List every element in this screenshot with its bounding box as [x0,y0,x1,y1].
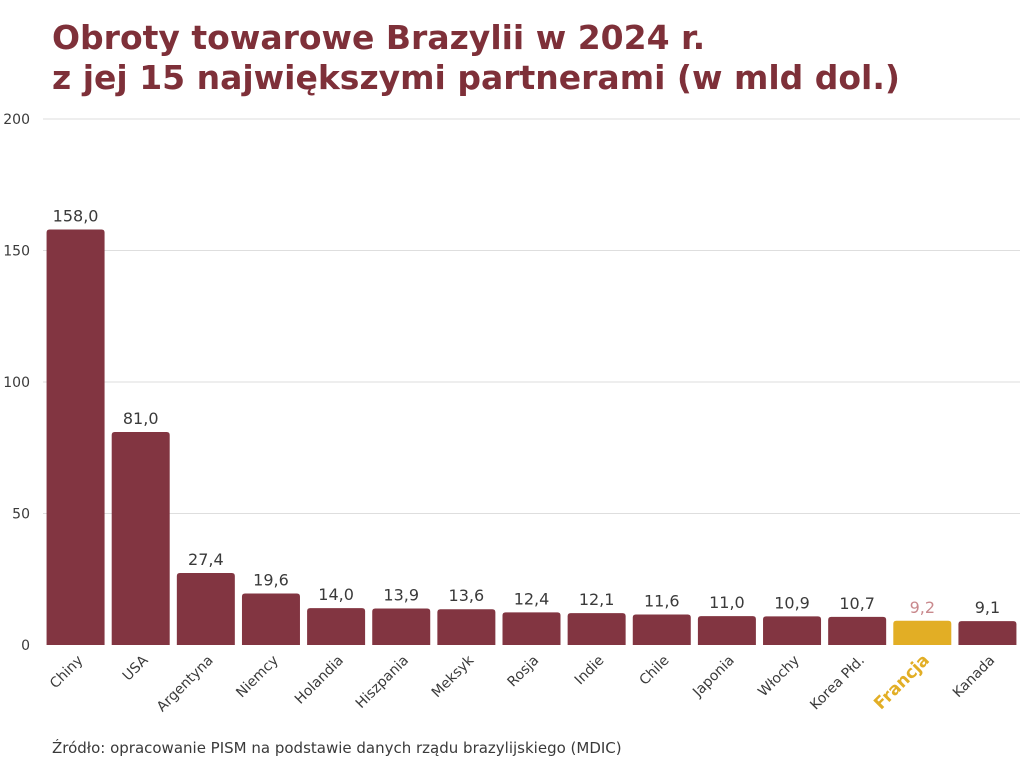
x-tick-label: Argentyna [154,653,217,716]
x-tick-label: Holandia [292,653,347,708]
data-label: 9,1 [975,598,1000,617]
y-tick-label: 200 [3,112,30,128]
bar [46,229,105,645]
x-tick-label: Francja [870,650,934,714]
bar [697,616,756,645]
bar [241,593,300,645]
x-tick-label: Chile [636,653,672,689]
data-label: 27,4 [188,550,224,569]
x-tick-label: Korea Płd. [807,653,868,714]
data-label: 14,0 [318,585,354,604]
x-tick-label: Kanada [950,653,998,701]
data-label: 158,0 [53,206,99,225]
data-label: 13,9 [383,585,419,604]
data-label: 13,6 [449,586,485,605]
bar [307,608,366,645]
bar [828,616,887,645]
data-label: 10,9 [774,593,810,612]
data-label: 12,1 [579,590,615,609]
y-tick-label: 150 [3,244,30,260]
bar [567,613,626,645]
data-label: 12,4 [514,589,550,608]
bar [893,620,952,645]
data-label: 81,0 [123,409,159,428]
data-label: 9,2 [910,598,935,617]
data-label: 19,6 [253,570,289,589]
bar [372,608,431,645]
x-tick-label: Indie [572,653,608,689]
x-tick-label: Włochy [755,653,803,701]
chart-title-line-2: z jej 15 największymi partnerami (w mld … [52,58,900,97]
y-tick-label: 50 [12,507,30,523]
x-tick-label: Hiszpania [353,653,412,712]
y-tick-label: 0 [21,638,30,654]
data-label: 11,0 [709,593,745,612]
chart-title-line-1: Obroty towarowe Brazylii w 2024 r. [52,18,706,57]
y-tick-label: 100 [3,375,30,391]
source-note: Źródło: opracowanie PISM na podstawie da… [52,739,622,757]
x-tick-label: Meksyk [429,652,478,701]
bar [763,616,822,645]
bar [176,572,235,645]
data-label: 11,6 [644,591,680,610]
bar [437,609,496,645]
x-tick-label: Japonia [689,653,737,701]
x-tick-label: Chiny [47,653,86,692]
x-tick-label: Rosja [505,653,543,691]
bar [111,431,170,645]
bar [958,621,1017,645]
bar-chart: 0 50 100 150 200 158,0 Chiny 81,0 USA 27,4 Argenty… [3,112,1020,716]
x-tick-label: USA [120,652,152,684]
x-tick-label: Niemcy [233,653,282,702]
bar [632,614,691,645]
chart-title: Obroty towarowe Brazylii w 2024 r. z jej… [52,18,900,98]
bar [502,612,561,645]
data-label: 10,7 [839,594,875,613]
